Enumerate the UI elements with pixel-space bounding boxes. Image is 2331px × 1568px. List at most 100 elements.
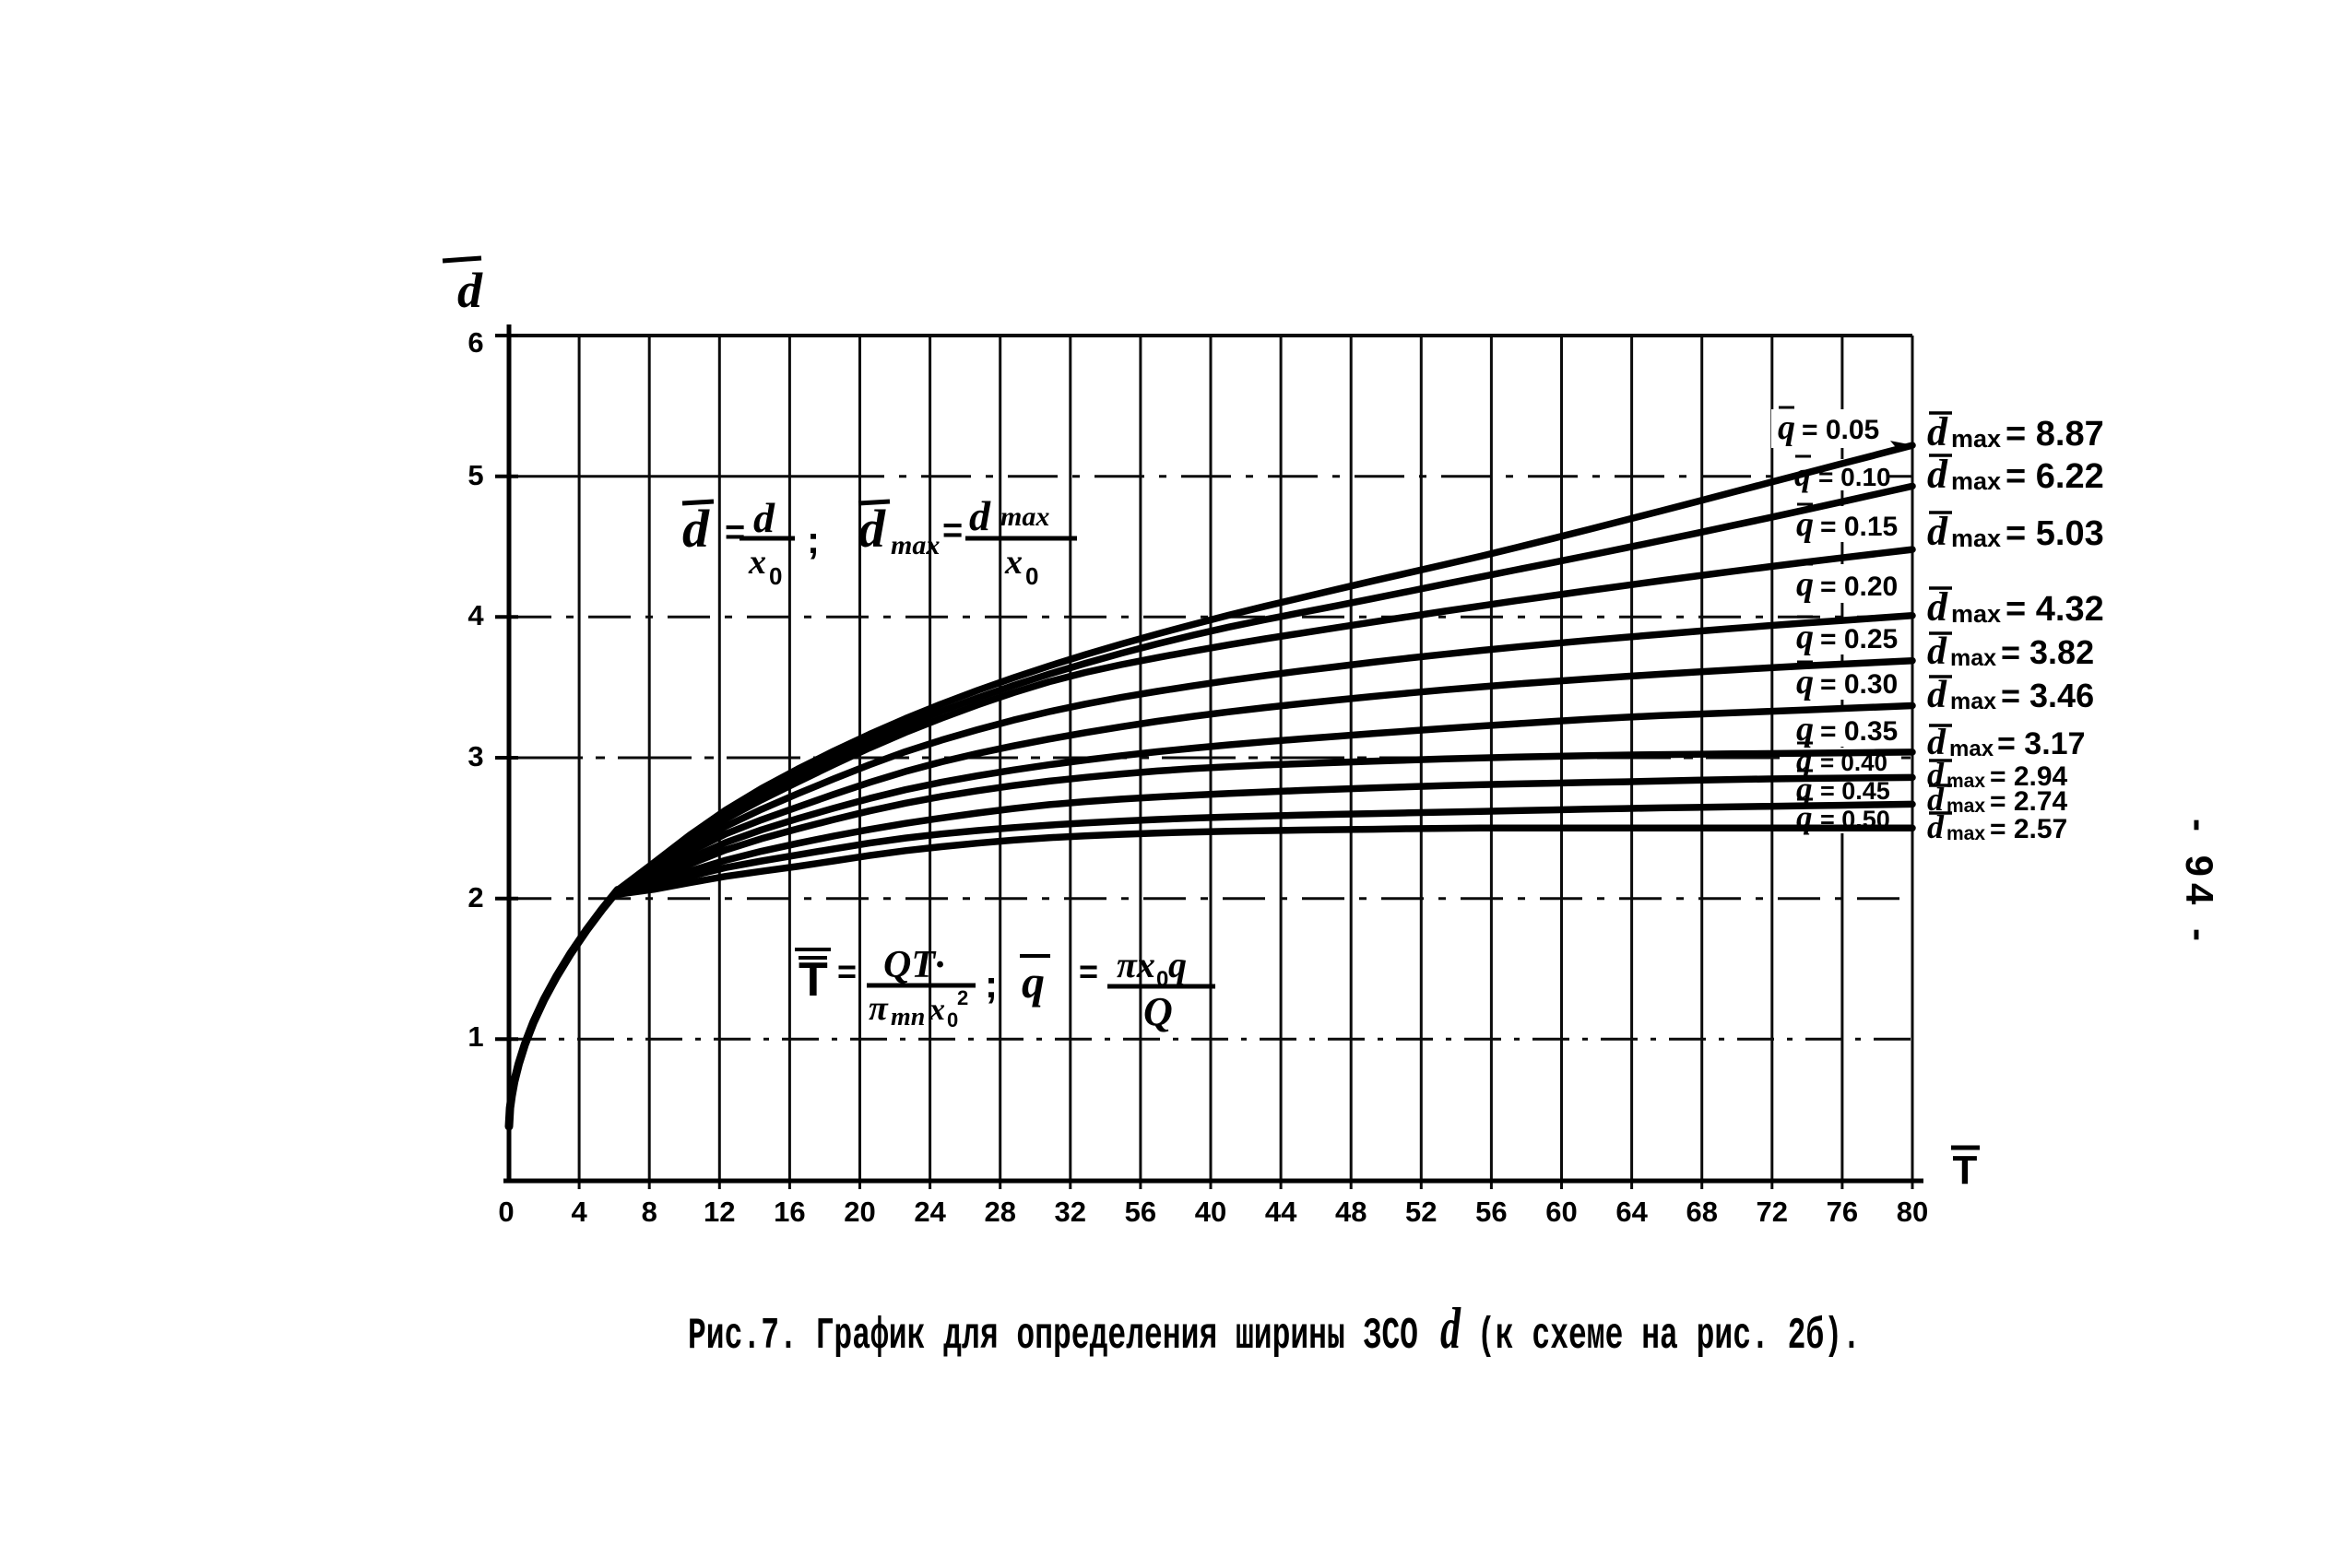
svg-text:max: max — [891, 530, 940, 560]
svg-text:= 3.82: = 3.82 — [2001, 633, 2094, 671]
svg-text:q: q — [1796, 771, 1813, 807]
svg-text:24: 24 — [914, 1196, 946, 1228]
svg-text:0: 0 — [498, 1196, 514, 1228]
svg-text:56: 56 — [1475, 1196, 1507, 1228]
svg-text:x: x — [1004, 543, 1023, 582]
svg-text:= 0.40: = 0.40 — [1820, 749, 1887, 776]
svg-text:= 2.57: = 2.57 — [1990, 814, 2067, 844]
svg-text:d: d — [1927, 584, 1948, 630]
svg-text:= 0.20: = 0.20 — [1820, 572, 1898, 602]
svg-text:d: d — [1927, 409, 1948, 454]
svg-text:d: d — [1927, 452, 1948, 497]
svg-text:q: q — [1796, 505, 1814, 544]
svg-text:68: 68 — [1686, 1196, 1717, 1228]
svg-text:16: 16 — [774, 1196, 805, 1228]
svg-text:4: 4 — [467, 599, 484, 631]
svg-text:d: d — [1927, 631, 1947, 673]
svg-text:=: = — [725, 513, 745, 552]
svg-text:q: q — [1794, 456, 1811, 493]
svg-text:= 0.25: = 0.25 — [1820, 624, 1898, 654]
svg-text:q: q — [1796, 565, 1814, 604]
svg-text:= 0.05: = 0.05 — [1802, 415, 1879, 445]
svg-text:d: d — [1927, 756, 1945, 793]
svg-text:= 0.35: = 0.35 — [1820, 716, 1898, 747]
svg-text:max: max — [1951, 467, 2001, 495]
svg-text:max: max — [1949, 737, 1994, 761]
svg-text:max: max — [1950, 689, 1996, 714]
svg-text:2: 2 — [467, 881, 483, 914]
svg-text:;: ; — [985, 962, 998, 1006]
svg-text:max: max — [1946, 771, 1985, 792]
svg-text:20: 20 — [844, 1196, 875, 1228]
svg-text:πx: πx — [1117, 944, 1155, 985]
svg-text:max: max — [1000, 501, 1049, 532]
svg-text:= 2.94: = 2.94 — [1990, 761, 2068, 792]
svg-text:72: 72 — [1757, 1196, 1788, 1228]
svg-text:48: 48 — [1335, 1196, 1367, 1228]
svg-text:2: 2 — [957, 986, 968, 1009]
svg-text:= 0.15: = 0.15 — [1820, 512, 1898, 542]
svg-text:d: d — [682, 499, 710, 559]
svg-text:76: 76 — [1827, 1196, 1858, 1228]
svg-text:60: 60 — [1545, 1196, 1577, 1228]
svg-text:=: = — [837, 952, 857, 990]
svg-text:3: 3 — [467, 740, 483, 772]
svg-text:52: 52 — [1405, 1196, 1437, 1228]
svg-text:d: d — [1927, 721, 1946, 762]
svg-text:32: 32 — [1055, 1196, 1086, 1228]
svg-text:q: q — [1796, 663, 1814, 701]
svg-text:= 2.74: = 2.74 — [1990, 786, 2068, 817]
svg-text:Q: Q — [1143, 989, 1173, 1034]
svg-text:1: 1 — [467, 1020, 483, 1053]
svg-text:0: 0 — [947, 1008, 958, 1032]
svg-text:d: d — [1927, 781, 1945, 818]
svg-text:4: 4 — [571, 1196, 587, 1228]
svg-text:x: x — [929, 993, 945, 1027]
svg-text:= 8.87: = 8.87 — [2006, 415, 2104, 454]
svg-text:=: = — [1079, 952, 1098, 990]
svg-text:= 3.17: = 3.17 — [1997, 726, 2085, 761]
svg-text:0: 0 — [1025, 562, 1038, 590]
svg-text:56: 56 — [1125, 1196, 1156, 1228]
svg-text:80: 80 — [1897, 1196, 1928, 1228]
svg-text:T: T — [1953, 1148, 1978, 1193]
svg-text:QT·: QT· — [883, 944, 945, 986]
svg-text:d: d — [1927, 674, 1947, 716]
svg-text:= 0.10: = 0.10 — [1818, 463, 1891, 491]
svg-text:d: d — [969, 492, 991, 539]
svg-text:d: d — [753, 494, 775, 541]
svg-text:=: = — [942, 512, 963, 550]
svg-text:max: max — [1951, 425, 2001, 453]
svg-text:mn: mn — [891, 1003, 925, 1032]
svg-text:= 6.22: = 6.22 — [2006, 457, 2104, 496]
svg-text:= 5.03: = 5.03 — [2006, 514, 2104, 553]
svg-text:d: d — [858, 499, 886, 559]
svg-text:0: 0 — [769, 562, 782, 590]
svg-text:d: d — [1927, 808, 1945, 845]
svg-text:d: d — [1440, 1295, 1461, 1361]
svg-text:π: π — [869, 989, 889, 1028]
svg-text:max: max — [1946, 796, 1985, 817]
svg-text:d: d — [1927, 509, 1948, 554]
svg-text:64: 64 — [1615, 1196, 1648, 1228]
svg-text:max: max — [1951, 525, 2001, 552]
svg-text:= 0.30: = 0.30 — [1820, 669, 1898, 700]
svg-text:x: x — [748, 543, 766, 582]
svg-text:d: d — [457, 263, 483, 318]
svg-text:= 0.50: = 0.50 — [1820, 806, 1890, 833]
svg-text:(к схеме на рис. 2б).: (к схеме на рис. 2б). — [1477, 1313, 1861, 1362]
svg-text:= 0.45: = 0.45 — [1820, 777, 1890, 805]
svg-text:40: 40 — [1195, 1196, 1226, 1228]
svg-text:q: q — [1796, 618, 1814, 656]
svg-text:= 4.32: = 4.32 — [2006, 590, 2104, 629]
svg-text:q: q — [1022, 956, 1045, 1008]
svg-text:44: 44 — [1265, 1196, 1297, 1228]
svg-text:max: max — [1950, 645, 1996, 671]
svg-text:T: T — [799, 953, 828, 1007]
svg-text:max: max — [1951, 600, 2001, 628]
svg-text:12: 12 — [704, 1196, 735, 1228]
svg-text:28: 28 — [984, 1196, 1015, 1228]
svg-text:q: q — [1796, 799, 1813, 835]
svg-text:5: 5 — [467, 459, 483, 491]
svg-text:max: max — [1946, 823, 1985, 844]
